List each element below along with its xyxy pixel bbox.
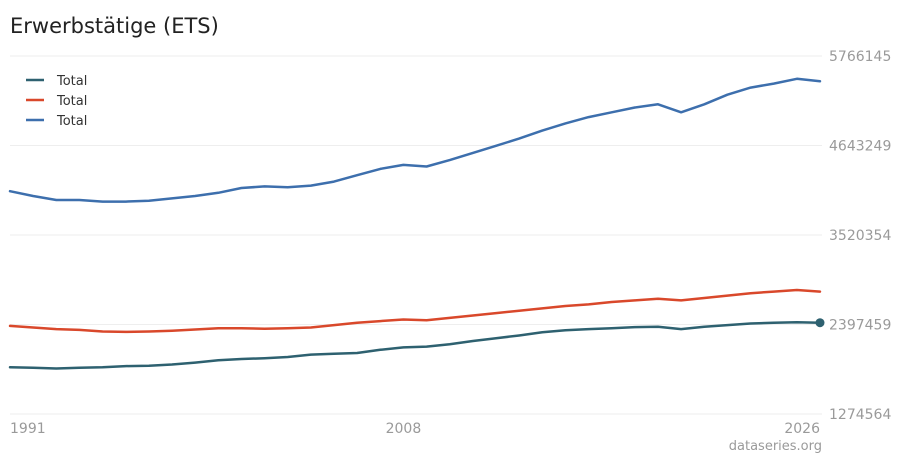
source-credit: dataseries.org <box>728 439 822 454</box>
legend-item[interactable]: Total <box>26 114 87 129</box>
series-line-1 <box>8 321 822 370</box>
x-tick-label: 2008 <box>386 421 422 437</box>
series-line-3 <box>8 77 822 203</box>
series-group <box>8 77 825 370</box>
x-axis-ticks: 1991 2008 2026 <box>10 421 820 437</box>
series-line-2 <box>8 288 822 334</box>
y-tick-label: 5766145 <box>829 49 891 65</box>
legend-label: Total <box>56 114 87 129</box>
series-end-marker <box>815 318 825 328</box>
x-tick-label: 1991 <box>10 421 46 437</box>
y-tick-label: 1274564 <box>829 407 891 423</box>
legend-item[interactable]: Total <box>26 74 87 89</box>
y-axis-ticks: 5766145 4643249 3520354 2397459 1274564 <box>829 49 891 423</box>
grid-lines <box>10 55 822 415</box>
legend: Total Total Total <box>26 74 87 129</box>
legend-label: Total <box>56 94 87 109</box>
legend-label: Total <box>56 74 87 89</box>
y-tick-label: 2397459 <box>829 318 891 334</box>
legend-item[interactable]: Total <box>26 94 87 109</box>
chart-title: Erwerbstätige (ETS) <box>10 14 219 38</box>
y-tick-label: 4643249 <box>829 139 891 155</box>
x-tick-label: 2026 <box>784 421 820 437</box>
y-tick-label: 3520354 <box>829 228 891 244</box>
